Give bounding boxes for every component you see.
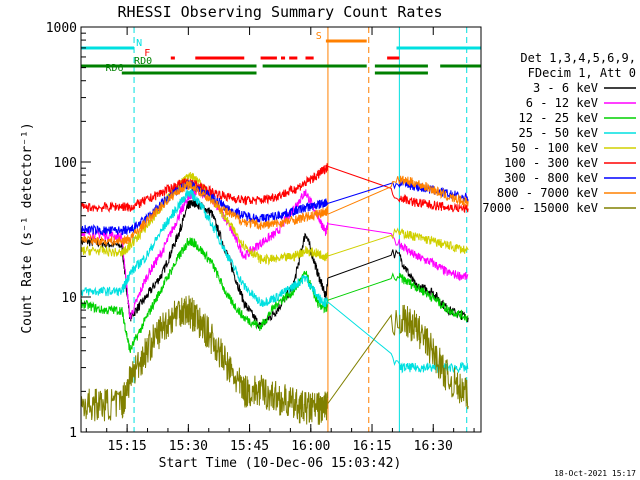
legend-label-0: 3 - 6 keV [533, 81, 598, 95]
x-tick-label-1: 15:30 [169, 439, 208, 454]
series-1-trace-1 [327, 223, 469, 282]
series-3-trace-0 [80, 188, 329, 308]
series-8-trace-1 [327, 304, 469, 410]
generated-timestamp: 18-Oct-2021 15:17 [554, 469, 636, 478]
legend-label-8: 7000 - 15000 keV [482, 201, 598, 215]
y-tick-label-1: 10 [61, 291, 77, 306]
chart-title: RHESSI Observing Summary Count Rates [117, 3, 442, 21]
series-8-trace-0 [80, 295, 329, 425]
legend: Det 1,3,4,5,6,9, FDecim 1, Att 0 3 - 6 k… [482, 51, 636, 215]
y-tick-label-3: 1000 [46, 21, 77, 36]
legend-label-2: 12 - 25 keV [519, 111, 598, 125]
legend-label-7: 800 - 7000 keV [497, 186, 598, 200]
series-5-trace-0 [80, 162, 329, 213]
legend-label-1: 6 - 12 keV [526, 96, 598, 110]
series-layer [80, 162, 469, 425]
legend-label-5: 100 - 300 keV [504, 156, 598, 170]
flag-label-RD0: RD0 [134, 56, 152, 67]
series-7-trace-0 [80, 180, 329, 246]
y-tick-label-0: 1 [69, 426, 77, 441]
x-tick-label-4: 16:15 [352, 439, 391, 454]
legend-label-3: 25 - 50 keV [519, 126, 598, 140]
series-8 [80, 295, 469, 425]
x-tick-label-2: 15:45 [230, 439, 269, 454]
series-4-trace-1 [327, 227, 469, 257]
series-2-trace-0 [80, 237, 329, 354]
flag-bars: NF S RD0 RD6 [81, 31, 481, 75]
series-5 [80, 162, 469, 214]
legend-header-line-2: FDecim 1, Att 0 [528, 66, 636, 80]
flag-label-RD6: RD6 [105, 63, 123, 74]
x-axis-label: Start Time (10-Dec-06 15:03:42) [159, 456, 402, 471]
legend-label-4: 50 - 100 keV [511, 141, 598, 155]
series-2-trace-1 [327, 272, 469, 322]
flag-label-N: N [136, 38, 142, 49]
x-tick-label-0: 15:15 [108, 439, 147, 454]
x-tick-label-3: 16:00 [291, 439, 330, 454]
y-axis-label: Count Rate (s⁻¹ detector⁻¹) [20, 122, 35, 333]
legend-header-line-1: Det 1,3,4,5,6,9, [520, 51, 636, 65]
series-0-trace-1 [327, 249, 469, 323]
x-tick-label-5: 16:30 [414, 439, 453, 454]
series-2 [80, 237, 469, 354]
series-5-trace-1 [327, 165, 469, 214]
x-axis-ticks: 15:15 15:30 15:45 16:00 16:15 16:30 [85, 27, 475, 454]
series-7 [80, 175, 469, 246]
flag-label-S: S [316, 31, 322, 42]
y-tick-label-2: 100 [54, 156, 77, 171]
y-axis-ticks: 1 10 100 1000 [46, 21, 91, 441]
flag-label-F: F [144, 48, 150, 59]
legend-label-6: 300 - 800 keV [504, 171, 598, 185]
plot-frame [80, 26, 482, 433]
series-7-trace-1 [327, 175, 469, 215]
